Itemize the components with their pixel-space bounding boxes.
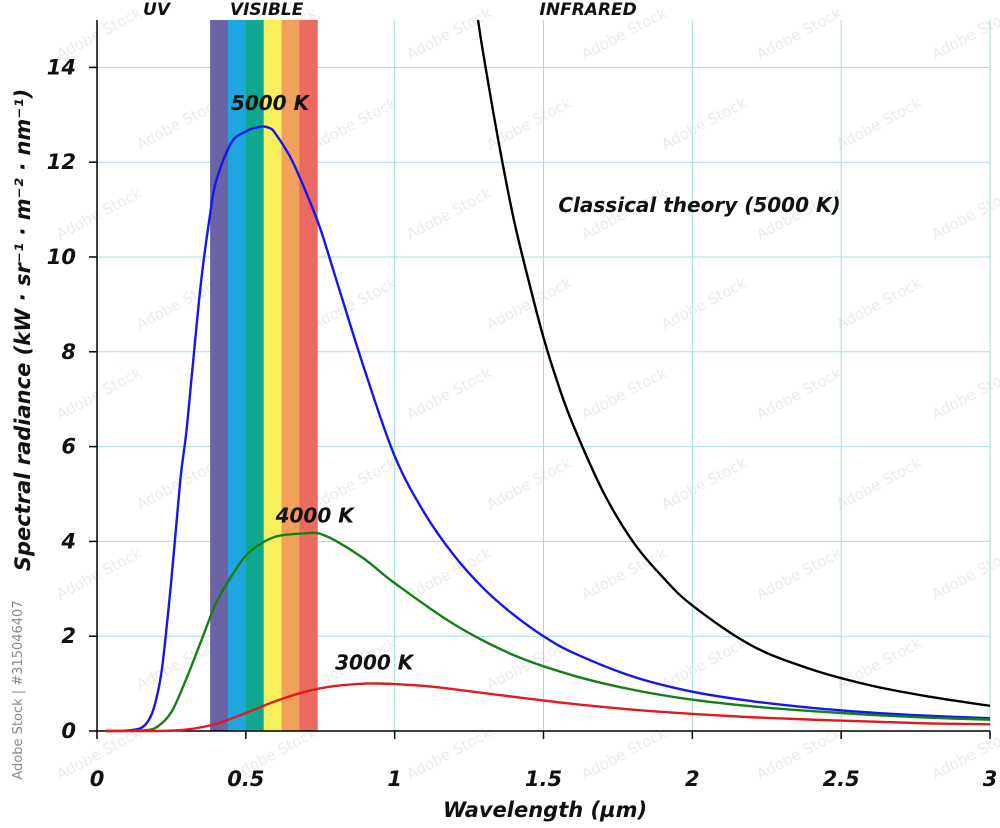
series-annotation: 5000 K: [231, 91, 311, 115]
watermark-tile: Adobe Stock: [53, 363, 144, 423]
series-annotation: Classical theory (5000 K): [558, 193, 840, 217]
watermark-tile: Adobe Stock: [928, 543, 1000, 603]
watermark-tile: Adobe Stock: [578, 723, 669, 783]
spectrum-band: [210, 20, 229, 731]
watermark-tile: Adobe Stock: [833, 273, 924, 333]
spectrum-band: [263, 20, 283, 731]
watermark-tile: Adobe Stock: [483, 93, 574, 153]
y-tick-label: 4: [60, 529, 76, 553]
watermark-tile: Adobe Stock: [753, 3, 844, 63]
y-axis-title: Spectral radiance (kW · sr⁻¹ · m⁻² · nm⁻…: [11, 89, 35, 571]
series-annotation: 3000 K: [335, 650, 415, 674]
watermark-tile: Adobe Stock: [483, 633, 574, 693]
watermark-tile: Adobe Stock: [833, 633, 924, 693]
x-tick-label: 2.5: [823, 767, 860, 791]
x-tick-label: 1.5: [525, 767, 562, 791]
watermark-tile: Adobe Stock: [658, 93, 749, 153]
band-label: UV: [143, 0, 172, 20]
y-tick-labels: 0 2 4 6 8 10 12 14: [47, 55, 76, 743]
band-label: INFRARED: [540, 0, 637, 20]
watermark-tile: Adobe Stock: [658, 273, 749, 333]
watermark-tile: Adobe Stock: [753, 363, 844, 423]
x-tick-label: 0.5: [227, 767, 264, 791]
y-tick-label: 8: [61, 340, 76, 364]
watermark-tile: Adobe Stock: [403, 543, 494, 603]
series-line-5000-k: [105, 125, 991, 733]
annotations: 5000 K 4000 K 3000 K Classical theory (5000…: [231, 91, 841, 674]
watermark-tile: Adobe Stock: [53, 183, 144, 243]
series-annotation: 4000 K: [275, 503, 356, 527]
watermark-tile: Adobe Stock: [928, 183, 1000, 243]
y-tick-label: 14: [47, 55, 76, 79]
series-line-4000-k: [105, 531, 991, 733]
y-tick-label: 0: [61, 719, 76, 743]
watermark-tile: Adobe Stock: [833, 93, 924, 153]
y-tick-label: 12: [47, 150, 76, 174]
watermark-tile: Adobe Stock: [308, 273, 399, 333]
y-tick-label: 2: [61, 624, 76, 648]
band-labels: UV VISIBLE INFRARED: [143, 0, 637, 20]
y-tick-label: 6: [61, 435, 76, 459]
band-label: VISIBLE: [230, 0, 304, 20]
x-tick-label: 1: [387, 767, 402, 791]
series-lines: [105, 19, 991, 733]
spectrum-band: [299, 20, 318, 731]
watermark-tile: Adobe Stock: [928, 3, 1000, 63]
watermark-tile: Adobe Stock: [928, 363, 1000, 423]
spectrum-band: [227, 20, 247, 731]
watermark-tile: Adobe Stock: [403, 723, 494, 783]
axes: [89, 20, 991, 739]
x-tick-label: 3: [983, 767, 998, 791]
x-tick-label: 0: [90, 767, 105, 791]
watermark-tile: Adobe Stock: [308, 93, 399, 153]
x-tick-labels: 0 0.5 1 1.5 2 2.5 3: [90, 767, 998, 791]
watermark-tile: Adobe Stock: [833, 453, 924, 513]
watermark-tile: Adobe Stock: [403, 183, 494, 243]
x-axis-title: Wavelength (µm): [443, 798, 647, 822]
watermark-tiles: Adobe Stock Adobe Stock Adobe Stock Adobe S…: [53, 3, 1000, 783]
watermark-tile: Adobe Stock: [483, 453, 574, 513]
series-line-3000-k: [105, 682, 991, 733]
x-tick-label: 2: [685, 767, 700, 791]
watermark-tile: Adobe Stock: [658, 453, 749, 513]
series-line-classical-theory-5000-k: [476, 19, 991, 708]
spectrum-band: [245, 20, 265, 731]
watermark-tile: Adobe Stock: [578, 543, 669, 603]
watermark-side-text: Adobe Stock | #315046407: [11, 600, 26, 779]
visible-spectrum-bands: [210, 20, 318, 731]
watermark-tile: Adobe Stock: [403, 363, 494, 423]
watermark-tile: Adobe Stock: [753, 543, 844, 603]
y-tick-label: 10: [47, 245, 76, 269]
watermark-tile: Adobe Stock: [578, 363, 669, 423]
watermark-tile: Adobe Stock: [658, 633, 749, 693]
spectrum-band: [281, 20, 300, 731]
